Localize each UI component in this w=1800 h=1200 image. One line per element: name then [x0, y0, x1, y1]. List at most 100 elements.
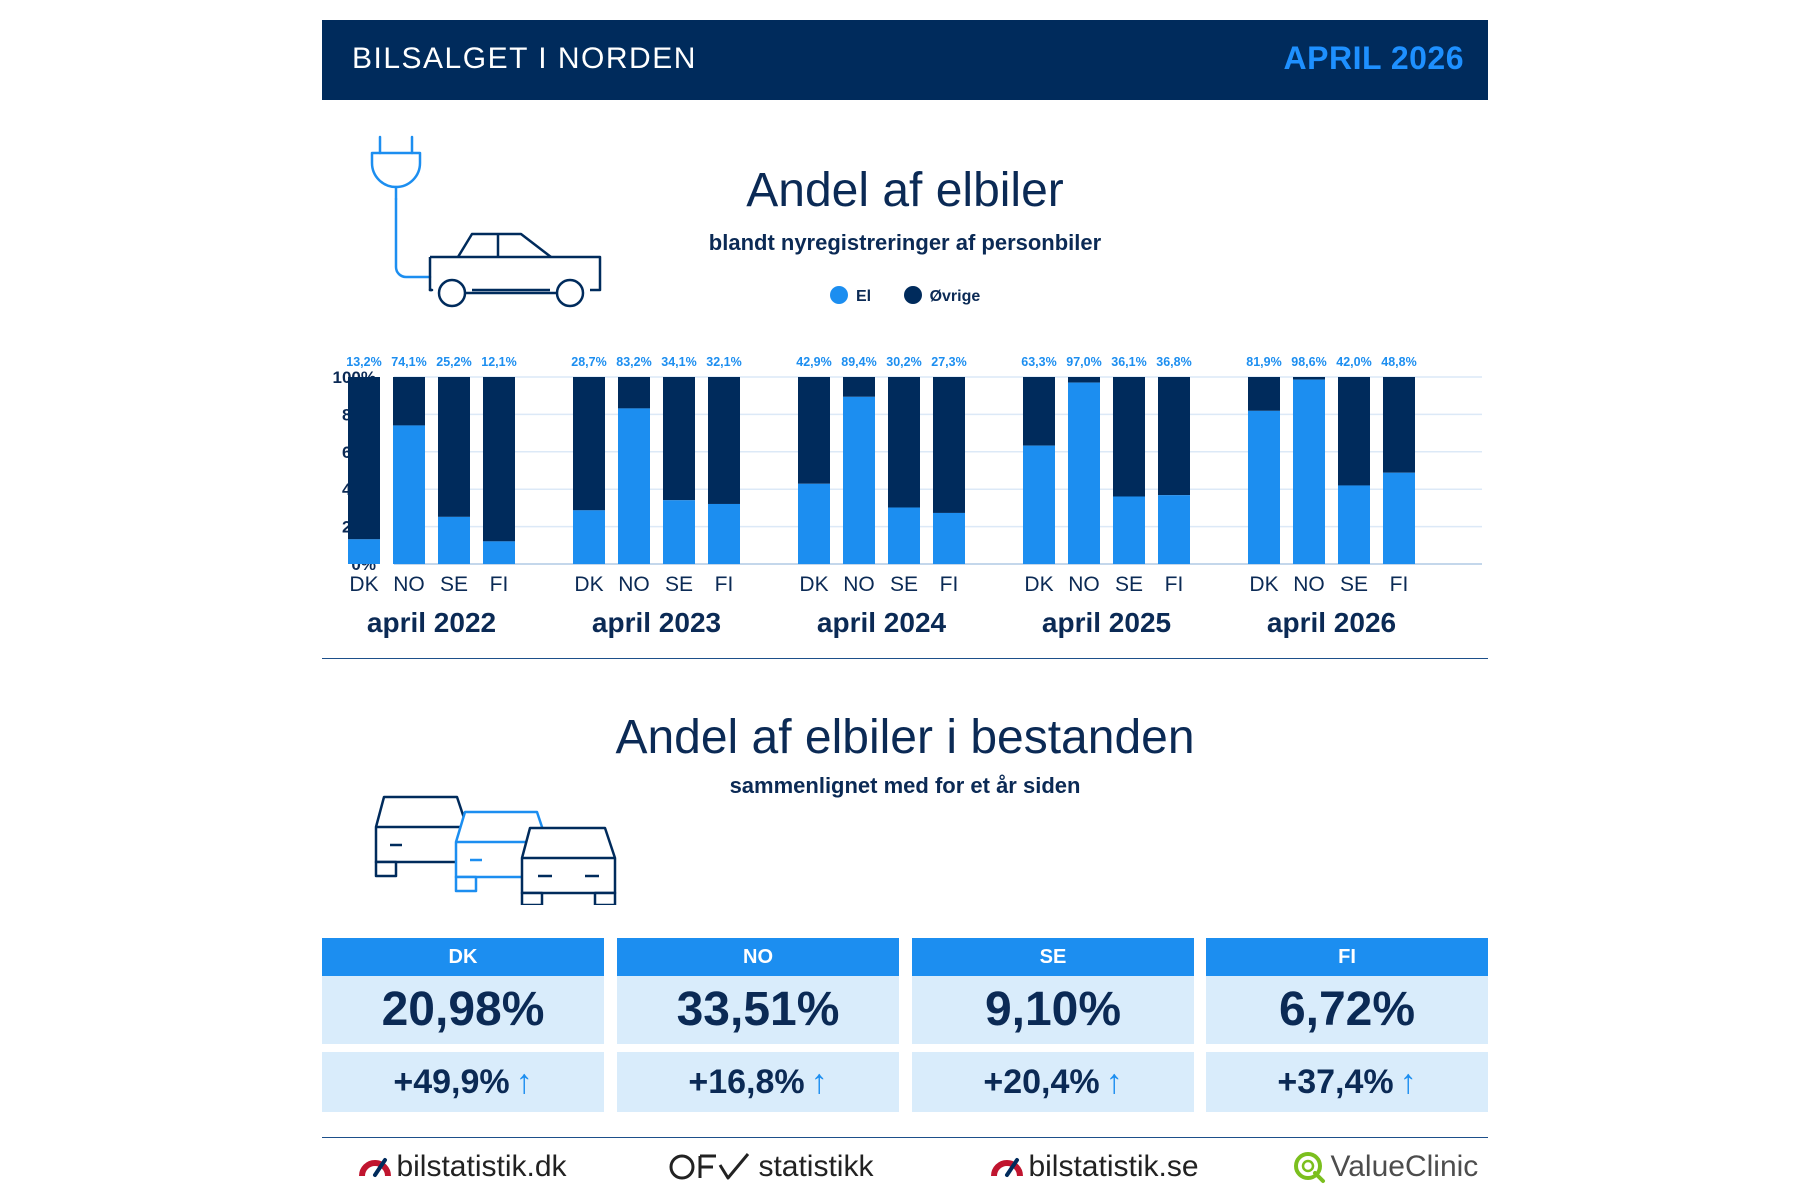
arrow-up-icon: ↑ [810, 1063, 828, 1101]
source-name: bilstatistik.se [1028, 1150, 1199, 1183]
data-label: 13,2% [346, 355, 381, 369]
bar-ovrige [933, 377, 965, 513]
bar-ovrige [1023, 377, 1055, 446]
group-label: april 2025 [1042, 607, 1171, 638]
legend-swatch-el [830, 286, 848, 304]
legend-item-ovrige: Øvrige [903, 286, 981, 306]
legend-swatch-ovrige [903, 286, 922, 304]
bar-el [1158, 495, 1190, 564]
data-label: 36,1% [1111, 355, 1146, 369]
x-tick-label: DK [799, 573, 828, 596]
x-tick-label: DK [349, 573, 378, 596]
data-label: 97,0% [1066, 355, 1101, 369]
bar-el [1383, 472, 1415, 564]
stat-change: +49,9% [393, 1063, 510, 1101]
x-tick-label: SE [1115, 573, 1143, 596]
bar-ovrige [888, 377, 920, 508]
arrow-up-icon: ↑ [515, 1063, 533, 1101]
bar-ovrige [1158, 377, 1190, 496]
legend-label-el: El [856, 288, 872, 305]
gauge-icon [991, 1158, 1023, 1177]
data-label: 30,2% [886, 355, 921, 369]
x-tick-label: NO [1293, 573, 1325, 596]
bar-el [1023, 445, 1055, 564]
chart-title: Andel af elbiler [746, 164, 1064, 217]
bar-ovrige [1248, 377, 1280, 411]
bar-ovrige [1113, 377, 1145, 497]
data-label: 98,6% [1291, 355, 1326, 369]
bar-el [663, 500, 695, 564]
group-label: april 2022 [367, 607, 496, 638]
bar-ovrige [1383, 377, 1415, 473]
bar-ovrige [843, 377, 875, 397]
bar-ovrige [798, 377, 830, 484]
data-label: 81,9% [1246, 355, 1281, 369]
source-logo-ofv: statistikk [668, 1150, 873, 1190]
x-tick-label: FI [490, 573, 509, 596]
x-tick-label: NO [393, 573, 425, 596]
stat-value: 33,51% [617, 976, 899, 1044]
legend-label-ovrige: Øvrige [929, 288, 981, 305]
source-logo-bilstatistik-se: bilstatistik.se [990, 1150, 1199, 1190]
stat-country: DK [322, 938, 604, 976]
bar-ovrige [393, 377, 425, 426]
bar-ovrige [483, 377, 515, 542]
stat-card-dk: DK 20,98% +49,9% ↑ [322, 938, 604, 1112]
stat-change: +37,4% [1277, 1063, 1394, 1101]
chart-legend: El Øvrige [830, 286, 1008, 306]
stat-country: FI [1206, 938, 1488, 976]
data-label: 28,7% [571, 355, 606, 369]
x-tick-label: FI [715, 573, 734, 596]
bar-el [573, 510, 605, 564]
data-label: 36,8% [1156, 355, 1191, 369]
bar-ovrige [618, 377, 650, 409]
data-label: 42,9% [796, 355, 831, 369]
valueclinic-q-icon [1294, 1152, 1325, 1183]
gauge-icon [359, 1158, 391, 1177]
x-tick-label: DK [1024, 573, 1053, 596]
x-tick-label: FI [1390, 573, 1409, 596]
ofv-logo [669, 1153, 750, 1180]
arrow-up-icon: ↑ [1105, 1063, 1123, 1101]
x-tick-label: NO [1068, 573, 1100, 596]
bar-el [348, 539, 380, 564]
legend-item-el: El [830, 286, 871, 306]
ev-car-plug-icon [370, 135, 602, 308]
bar-ovrige [1338, 377, 1370, 486]
stat-change-row: +49,9% ↑ [322, 1052, 604, 1112]
stat-value: 6,72% [1206, 976, 1488, 1044]
header-period: APRIL 2026 [1283, 40, 1464, 76]
data-label: 32,1% [706, 355, 741, 369]
arrow-up-icon: ↑ [1399, 1063, 1417, 1101]
bar-el [483, 541, 515, 564]
x-tick-label: SE [665, 573, 693, 596]
footer-divider [322, 1137, 1488, 1138]
stacked-bar-chart: 0%20%40%60%80%100%13,2%DK74,1%NO25,2%SE1… [333, 355, 1482, 638]
bar-ovrige [573, 377, 605, 511]
bar-ovrige [1068, 377, 1100, 383]
group-label: april 2024 [817, 607, 947, 638]
stat-value: 20,98% [322, 976, 604, 1044]
data-label: 89,4% [841, 355, 876, 369]
bar-el [1338, 485, 1370, 564]
stat-change: +16,8% [688, 1063, 805, 1101]
group-label: april 2023 [592, 607, 721, 638]
bar-ovrige [438, 377, 470, 517]
bar-ovrige [1293, 377, 1325, 380]
stat-card-no: NO 33,51% +16,8% ↑ [617, 938, 899, 1112]
bar-el [393, 425, 425, 564]
stat-country: SE [912, 938, 1194, 976]
bar-ovrige [708, 377, 740, 504]
bar-el [708, 503, 740, 564]
bar-el [888, 507, 920, 564]
bar-el [618, 408, 650, 564]
x-tick-label: SE [1340, 573, 1368, 596]
group-label: april 2026 [1267, 607, 1396, 638]
stock-title: Andel af elbiler i bestanden [615, 711, 1195, 764]
bar-el [843, 396, 875, 564]
bar-el [1068, 382, 1100, 564]
stat-country: NO [617, 938, 899, 976]
data-label: 83,2% [616, 355, 651, 369]
header-band: BILSALGET I NORDEN APRIL 2026 [322, 20, 1488, 100]
